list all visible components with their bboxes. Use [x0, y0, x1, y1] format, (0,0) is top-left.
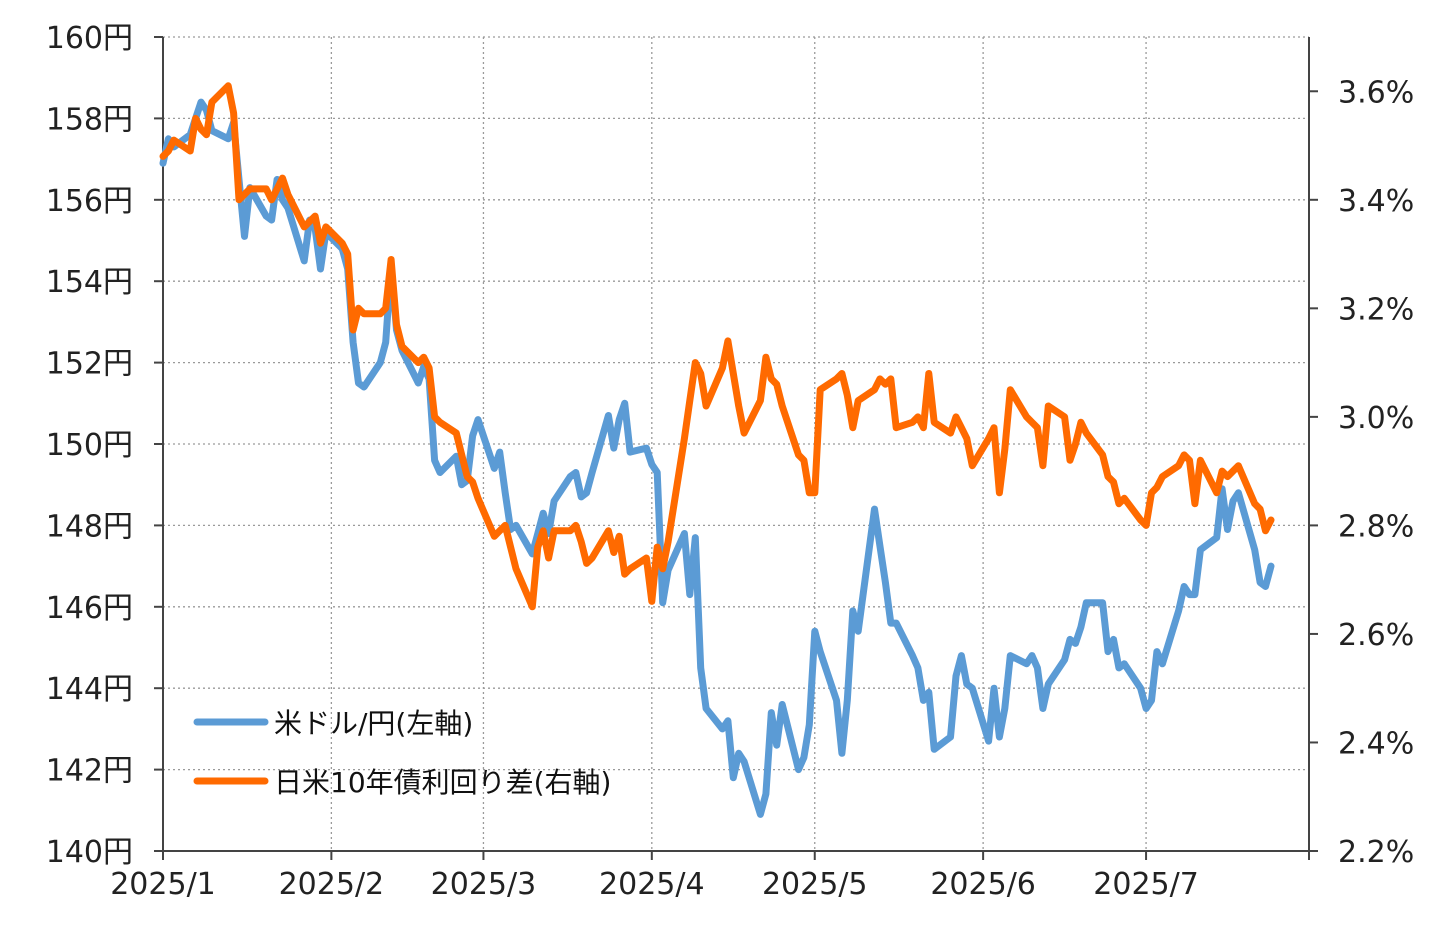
left-tick-label: 146円	[46, 591, 133, 626]
right-tick-label: 3.4%	[1338, 184, 1414, 219]
left-tick-label: 154円	[46, 265, 133, 300]
right-tick-label: 3.2%	[1338, 292, 1414, 327]
right-axis-ticks: 2.2% 2.4% 2.6% 2.8% 3.0% 3.2% 3.4% 3.6%	[1309, 75, 1414, 870]
x-tick-label: 2025/6	[930, 867, 1036, 902]
left-tick-label: 150円	[46, 428, 133, 463]
series-line-yield-spread	[159, 82, 1275, 611]
left-tick-label: 148円	[46, 509, 133, 544]
right-tick-label: 2.6%	[1338, 618, 1414, 653]
right-tick-label: 2.4%	[1338, 726, 1414, 761]
legend-label-usdjpy: 米ドル/円(左軸)	[274, 707, 473, 740]
left-tick-label: 142円	[46, 754, 133, 789]
x-axis-ticks: 2025/1 2025/2 2025/3 2025/4 2025/5 2025/6 2025…	[110, 851, 1310, 902]
left-tick-label: 144円	[46, 672, 133, 707]
x-tick-label: 2025/3	[431, 867, 537, 902]
left-tick-label: 140円	[46, 835, 133, 870]
x-tick-label: 2025/4	[599, 867, 705, 902]
left-tick-label: 158円	[46, 102, 133, 137]
left-tick-label: 160円	[46, 21, 133, 56]
legend-label-spread: 日米10年債利回り差(右軸)	[274, 766, 611, 799]
right-tick-label: 2.2%	[1338, 835, 1414, 870]
right-tick-label: 3.6%	[1338, 75, 1414, 110]
left-tick-label: 152円	[46, 347, 133, 382]
x-tick-label: 2025/1	[110, 867, 216, 902]
series-lines	[159, 82, 1275, 818]
left-tick-label: 156円	[46, 184, 133, 219]
right-tick-label: 2.8%	[1338, 509, 1414, 544]
x-tick-label: 2025/7	[1093, 867, 1199, 902]
x-tick-label: 2025/2	[279, 867, 385, 902]
x-tick-label: 2025/5	[762, 867, 868, 902]
legend: 米ドル/円(左軸) 日米10年債利回り差(右軸)	[193, 707, 611, 799]
left-axis-ticks: 140円 142円 144円 146円 148円 150円 152円 154円 156円 158円…	[46, 21, 163, 870]
right-tick-label: 3.0%	[1338, 401, 1414, 436]
